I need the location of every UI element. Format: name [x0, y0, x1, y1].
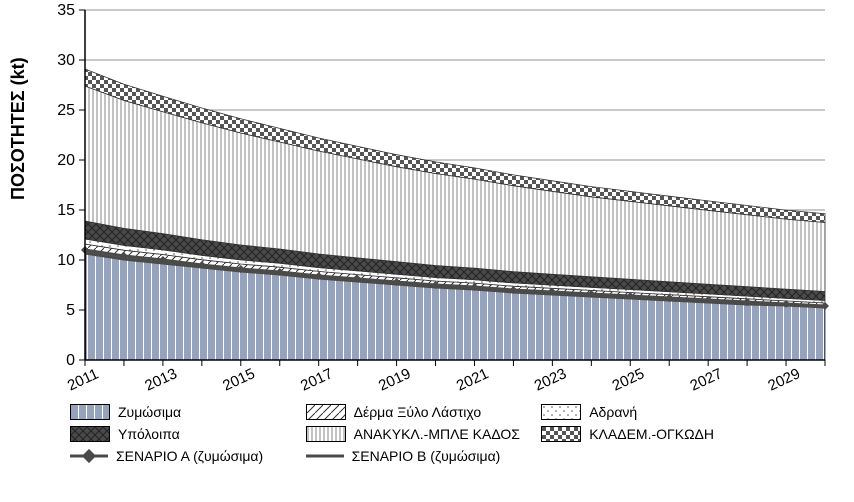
svg-text:35: 35: [57, 2, 75, 19]
svg-text:2027: 2027: [688, 365, 725, 395]
legend-label: ΣΕΝΑΡΙΟ Β (ζυμώσιμα): [352, 448, 501, 464]
legend-item: Ζυμώσιμα: [70, 404, 306, 420]
legend-item: ΣΕΝΑΡΙΟ Β (ζυμώσιμα): [306, 448, 542, 464]
svg-text:2019: 2019: [376, 365, 413, 395]
svg-text:5: 5: [66, 302, 75, 319]
svg-text:10: 10: [57, 252, 75, 269]
y-axis-label: ΠΟΣΟΤΗΤΕΣ (kt): [8, 57, 29, 200]
legend-item: Αδρανή: [541, 404, 777, 420]
legend-swatch: [70, 426, 110, 442]
legend-item: Υπόλοιπα: [70, 426, 306, 442]
svg-text:30: 30: [57, 52, 75, 69]
svg-text:2021: 2021: [454, 365, 491, 395]
legend-swatch: [541, 426, 581, 442]
legend-swatch: [541, 404, 581, 420]
legend: Ζυμώσιμα Δέρμα Ξύλο Λάστιχο Αδρανή Υπόλοιπα…: [0, 400, 854, 470]
svg-text:2013: 2013: [142, 365, 179, 395]
legend-label: ΑΝΑΚΥΚΛ.-ΜΠΛΕ ΚΑΔΟΣ: [354, 426, 520, 442]
svg-text:2023: 2023: [532, 365, 569, 395]
legend-label: ΚΛΑΔΕΜ.-ΟΓΚΩΔΗ: [589, 426, 714, 442]
svg-text:2015: 2015: [220, 365, 257, 395]
legend-swatch-line: [306, 449, 344, 463]
chart-svg: 0510152025303520112013201520172019202120…: [0, 0, 854, 400]
legend-label: ΣΕΝΑΡΙΟ Α (ζυμώσιμα): [116, 448, 263, 464]
legend-item: Δέρμα Ξύλο Λάστιχο: [306, 404, 542, 420]
legend-item: ΑΝΑΚΥΚΛ.-ΜΠΛΕ ΚΑΔΟΣ: [306, 426, 542, 442]
svg-text:2029: 2029: [765, 365, 802, 395]
svg-text:2017: 2017: [298, 365, 335, 395]
legend-label: Ζυμώσιμα: [118, 404, 181, 420]
svg-text:20: 20: [57, 152, 75, 169]
legend-swatch: [306, 426, 346, 442]
legend-swatch-line: [70, 449, 108, 463]
legend-label: Δέρμα Ξύλο Λάστιχο: [354, 404, 482, 420]
legend-label: Αδρανή: [589, 404, 637, 420]
svg-text:15: 15: [57, 202, 75, 219]
svg-text:25: 25: [57, 102, 75, 119]
legend-label: Υπόλοιπα: [118, 426, 180, 442]
legend-swatch: [306, 404, 346, 420]
svg-text:2011: 2011: [65, 365, 101, 394]
legend-item: ΚΛΑΔΕΜ.-ΟΓΚΩΔΗ: [541, 426, 777, 442]
legend-item: ΣΕΝΑΡΙΟ Α (ζυμώσιμα): [70, 448, 306, 464]
chart-container: ΠΟΣΟΤΗΤΕΣ (kt) 0510152025303520112013201…: [0, 0, 854, 502]
svg-text:0: 0: [66, 352, 75, 369]
legend-swatch: [70, 404, 110, 420]
svg-text:2025: 2025: [610, 365, 647, 395]
